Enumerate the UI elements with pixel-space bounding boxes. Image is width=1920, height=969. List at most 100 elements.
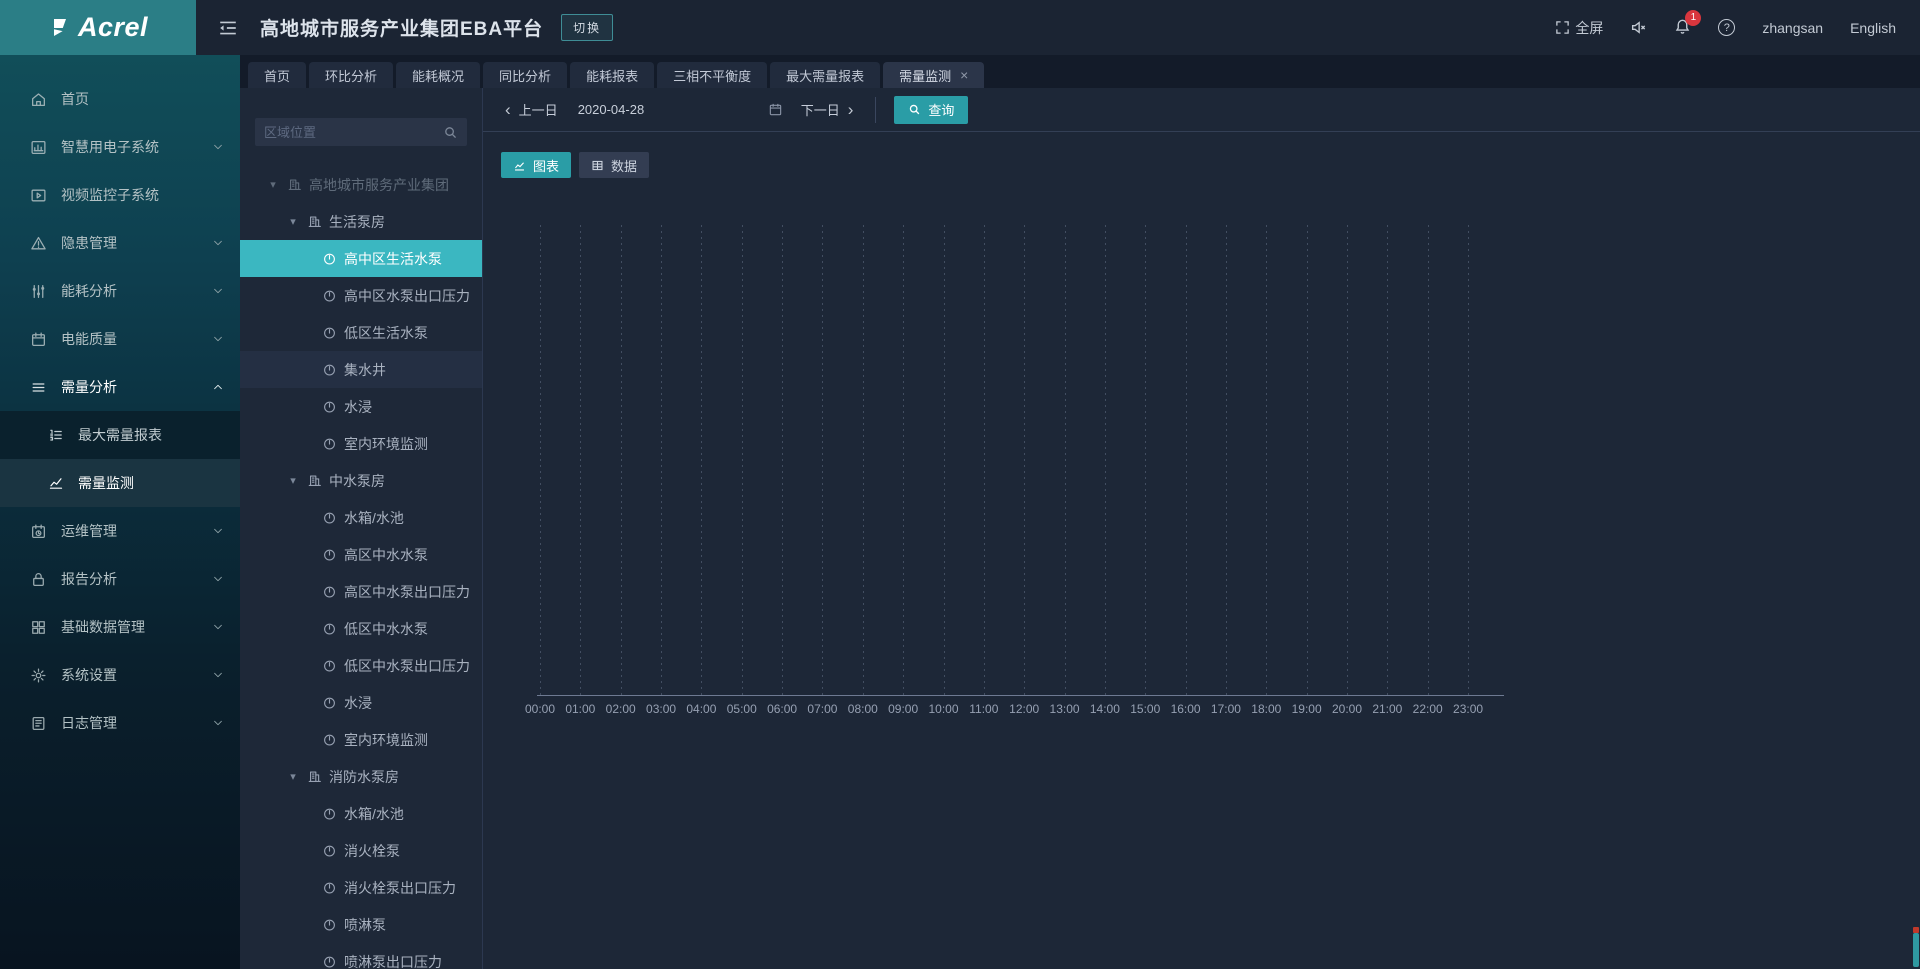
chevron-down-icon [212,285,224,297]
switch-button[interactable]: 切换 [561,14,614,41]
query-button[interactable]: 查询 [894,95,969,124]
sidebar-item[interactable]: 首页 [0,75,240,123]
tree-node[interactable]: 低区中水水泵 [240,610,482,647]
chevron-down-icon [212,525,224,537]
tree-node[interactable]: 喷淋泵出口压力 [240,943,482,969]
menu-collapse-icon[interactable] [218,18,238,38]
tab[interactable]: 能耗报表 [570,62,655,88]
prev-day-button[interactable]: 上一日 [518,103,558,118]
sidebar-item[interactable]: 运维管理 [0,507,240,555]
axis-tick-label: 20:00 [1331,702,1363,716]
tab[interactable]: 需量监测 × [883,62,985,88]
tree-node[interactable]: 水浸 [240,684,482,721]
sliders-icon [30,283,47,300]
notifications-button[interactable]: 1 [1674,9,1702,38]
tree-node[interactable]: ▾ 消防水泵房 [240,758,482,795]
tree-node[interactable]: 水浸 [240,388,482,425]
chevron-down-icon [212,717,224,729]
tree-node-label: 消火栓泵出口压力 [344,879,456,896]
view-toggle: 图表 数据 [501,152,1920,178]
tab[interactable]: 环比分析 [309,62,394,88]
tree-node[interactable]: 室内环境监测 [240,425,482,462]
chevron-down-icon [212,573,224,585]
caret-down-icon[interactable]: ▾ [290,771,296,783]
next-day-chevron-icon[interactable]: › [847,100,854,119]
scrollbar-thumb[interactable] [1913,933,1919,967]
gridline [741,225,743,695]
sidebar-item[interactable]: 基础数据管理 [0,603,240,651]
chart-view-button[interactable]: 图表 [501,152,572,178]
tree-node[interactable]: 水箱/水池 [240,795,482,832]
date-picker[interactable]: 2020-04-28 [578,102,783,117]
tab-label: 首页 [264,68,291,84]
tree-node[interactable]: 集水井 [240,351,482,388]
tree-node[interactable]: 室内环境监测 [240,721,482,758]
next-day-button[interactable]: 下一日 [800,103,840,118]
sidebar-item[interactable]: 隐患管理 [0,219,240,267]
data-view-button[interactable]: 数据 [579,152,650,178]
tree-node[interactable]: 高中区生活水泵 [240,240,482,277]
tree-node[interactable]: 高中区水泵出口压力 [240,277,482,314]
building-icon [287,177,302,192]
tree-node[interactable]: 消火栓泵出口压力 [240,869,482,906]
sidebar-item[interactable]: 系统设置 [0,651,240,699]
axis-tick-label: 13:00 [1049,702,1080,716]
query-search-icon [908,103,921,116]
axis-tick-label: 11:00 [969,702,999,716]
sidebar-item[interactable]: 需量分析 [0,363,240,411]
tab[interactable]: 三相不平衡度 [657,62,768,88]
help-icon[interactable]: ? [1718,19,1736,36]
axis-tick-label: 16:00 [1170,702,1201,716]
tree-node[interactable]: 高区中水水泵 [240,536,482,573]
sidebar-item[interactable]: 视频监控子系统 [0,171,240,219]
tab[interactable]: 最大需量报表 [770,62,881,88]
tree-node[interactable]: 消火栓泵 [240,832,482,869]
tree-node[interactable]: ▾ 生活泵房 [240,203,482,240]
tree-node[interactable]: ▾ 中水泵房 [240,462,482,499]
tree-node-label: 室内环境监测 [344,435,428,452]
tab[interactable]: 能耗概况 [396,62,481,88]
tree-node[interactable]: 低区生活水泵 [240,314,482,351]
sidebar-item-label: 能耗分析 [61,283,117,299]
sidebar-item-label: 需量分析 [61,379,117,395]
tab[interactable]: 首页 [248,62,307,88]
tree-node[interactable]: 低区中水泵出口压力 [240,647,482,684]
search-input[interactable] [264,124,443,140]
gauge-icon [322,584,337,599]
sidebar-item-label: 基础数据管理 [61,619,145,635]
tab-label: 需量监测 [899,68,952,84]
submenu-item[interactable]: 需量监测 [0,459,240,507]
axis-tick-label: 17:00 [1210,702,1241,716]
gauge-icon [322,399,337,414]
list-ordered-icon [48,427,64,443]
prev-day-chevron-icon[interactable]: ‹ [505,100,511,119]
axis-tick-label: 18:00 [1251,702,1282,716]
chevron-down-icon [212,669,224,681]
submenu-item[interactable]: 最大需量报表 [0,411,240,459]
close-icon[interactable]: × [960,67,969,83]
tree-node[interactable]: 喷淋泵 [240,906,482,943]
sidebar-item[interactable]: 智慧用电子系统 [0,123,240,171]
caret-down-icon[interactable]: ▾ [270,179,276,191]
sidebar-item[interactable]: 能耗分析 [0,267,240,315]
language-switch[interactable]: English [1850,19,1896,36]
username[interactable]: zhangsan [1762,19,1824,36]
fullscreen-button[interactable]: 全屏 [1555,18,1603,38]
tree-search [255,118,467,146]
caret-down-icon[interactable]: ▾ [290,216,296,228]
tree-node[interactable]: 水箱/水池 [240,499,482,536]
sidebar-item-label: 日志管理 [61,715,117,731]
sidebar-item[interactable]: 报告分析 [0,555,240,603]
sidebar-item[interactable]: 日志管理 [0,699,240,747]
tree-node[interactable]: ▾ 高地城市服务产业集团 [240,166,482,203]
sidebar-item[interactable]: 电能质量 [0,315,240,363]
tab[interactable]: 同比分析 [483,62,568,88]
sidebar-submenu: 最大需量报表 需量监测 [0,411,240,507]
tree-node[interactable]: 高区中水泵出口压力 [240,573,482,610]
caret-down-icon[interactable]: ▾ [290,475,296,487]
axis-tick-label: 03:00 [646,702,677,716]
gauge-icon [322,362,337,377]
sidebar: 首页 智慧用电子系统 视频监控子系统 隐患管理能耗分析电能质量需量分析最大需量报表 需量… [0,55,240,969]
chart-icon [30,139,47,156]
mute-icon[interactable] [1630,19,1647,36]
